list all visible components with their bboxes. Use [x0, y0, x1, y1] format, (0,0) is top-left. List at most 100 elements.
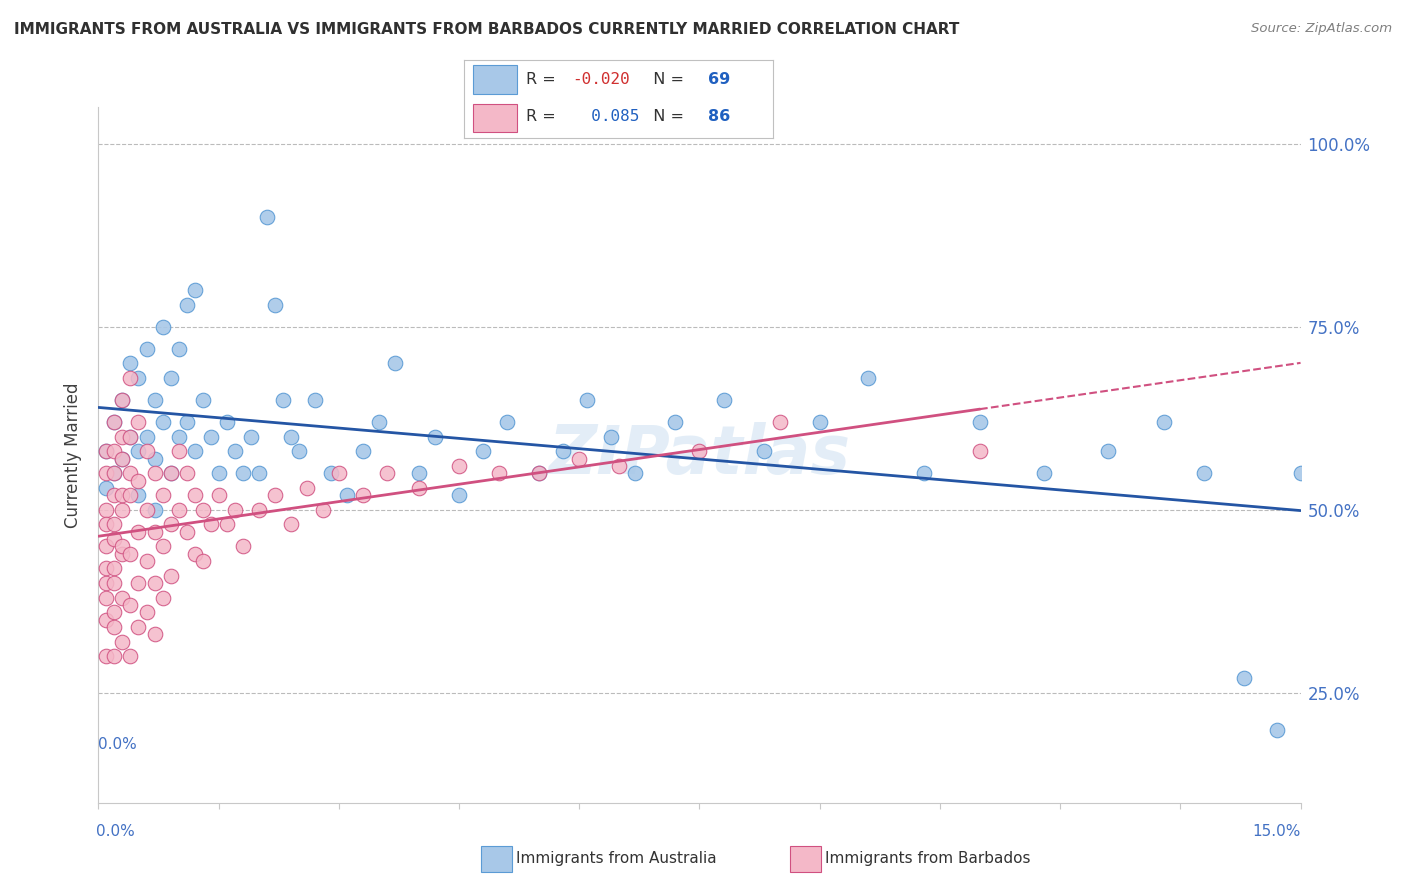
Point — [128, 474, 150, 488]
Point — [143, 524, 166, 539]
Point — [224, 503, 246, 517]
Point — [128, 488, 150, 502]
Point — [96, 561, 118, 575]
Point — [352, 444, 374, 458]
Text: ZIPatlas: ZIPatlas — [548, 422, 851, 488]
Point — [103, 415, 125, 429]
Point — [159, 568, 181, 582]
Point — [96, 649, 118, 664]
Point — [120, 371, 142, 385]
Point — [328, 467, 350, 481]
Point — [689, 444, 711, 458]
Text: R =: R = — [526, 109, 561, 124]
Point — [103, 444, 125, 458]
Text: 86: 86 — [709, 109, 731, 124]
Text: Immigrants from Australia: Immigrants from Australia — [516, 852, 717, 866]
Point — [159, 371, 181, 385]
Point — [96, 444, 118, 458]
Point — [111, 451, 134, 466]
Point — [143, 503, 166, 517]
Point — [111, 392, 134, 407]
Point — [271, 392, 294, 407]
Point — [96, 576, 118, 591]
Point — [472, 444, 495, 458]
Text: Source: ZipAtlas.com: Source: ZipAtlas.com — [1251, 22, 1392, 36]
FancyBboxPatch shape — [474, 65, 516, 94]
Point — [183, 488, 205, 502]
Point — [624, 467, 647, 481]
Text: 15.0%: 15.0% — [1253, 824, 1301, 838]
Point — [103, 415, 125, 429]
Point — [263, 488, 285, 502]
Point — [96, 503, 118, 517]
Point — [152, 415, 174, 429]
FancyBboxPatch shape — [474, 103, 516, 132]
Point — [408, 481, 430, 495]
Point — [288, 444, 311, 458]
Point — [769, 415, 792, 429]
Point — [152, 488, 174, 502]
Point — [176, 415, 198, 429]
Point — [152, 319, 174, 334]
Point — [368, 415, 391, 429]
Point — [143, 576, 166, 591]
Point — [96, 540, 118, 554]
Point — [529, 467, 551, 481]
Point — [120, 547, 142, 561]
Point — [1194, 467, 1216, 481]
Point — [232, 467, 254, 481]
Point — [1233, 671, 1256, 685]
Point — [111, 540, 134, 554]
Text: N =: N = — [644, 72, 689, 87]
Point — [103, 517, 125, 532]
Point — [111, 634, 134, 648]
Point — [752, 444, 775, 458]
Point — [96, 591, 118, 605]
Point — [128, 371, 150, 385]
Point — [96, 444, 118, 458]
Point — [247, 467, 270, 481]
Point — [135, 429, 157, 443]
Point — [208, 488, 231, 502]
Point — [312, 503, 335, 517]
Point — [135, 503, 157, 517]
Point — [191, 392, 214, 407]
Text: IMMIGRANTS FROM AUSTRALIA VS IMMIGRANTS FROM BARBADOS CURRENTLY MARRIED CORRELAT: IMMIGRANTS FROM AUSTRALIA VS IMMIGRANTS … — [14, 22, 959, 37]
Point — [167, 429, 190, 443]
Point — [568, 451, 591, 466]
Point — [143, 451, 166, 466]
Point — [103, 576, 125, 591]
Point — [167, 444, 190, 458]
Point — [232, 540, 254, 554]
Point — [120, 429, 142, 443]
Point — [1153, 415, 1175, 429]
Point — [529, 467, 551, 481]
Point — [143, 392, 166, 407]
Point — [447, 458, 470, 473]
Point — [215, 415, 238, 429]
Point — [224, 444, 246, 458]
Point — [143, 467, 166, 481]
Point — [103, 467, 125, 481]
Point — [96, 613, 118, 627]
Point — [135, 444, 157, 458]
Point — [808, 415, 831, 429]
Point — [111, 503, 134, 517]
Point — [215, 517, 238, 532]
Point — [912, 467, 935, 481]
Point — [352, 488, 374, 502]
Point — [488, 467, 510, 481]
Point — [553, 444, 575, 458]
Point — [176, 467, 198, 481]
Point — [103, 649, 125, 664]
Point — [208, 467, 231, 481]
Point — [103, 606, 125, 620]
Point — [159, 517, 181, 532]
Point — [128, 620, 150, 634]
Point — [135, 342, 157, 356]
Point — [120, 649, 142, 664]
Point — [200, 429, 222, 443]
Point — [152, 540, 174, 554]
Point — [183, 444, 205, 458]
Point — [239, 429, 262, 443]
